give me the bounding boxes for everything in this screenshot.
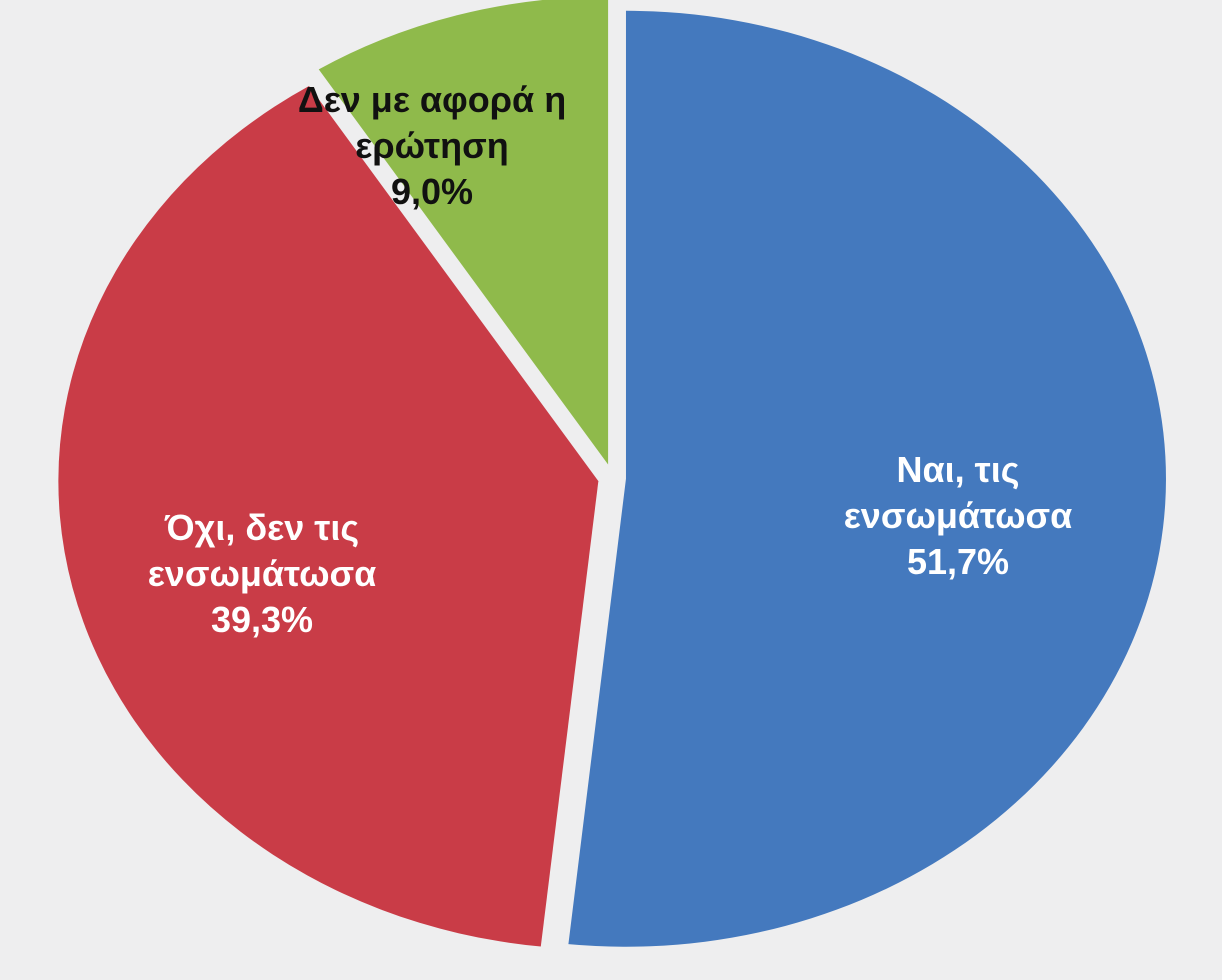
slice-value-label: 39,3%: [211, 599, 313, 640]
slice-category-label: ενσωμάτωσα: [148, 553, 377, 594]
slice-category-label: Δεν με αφορά η: [298, 79, 566, 120]
pie-slice-0: [568, 10, 1166, 947]
pie-slice-1: [58, 86, 599, 947]
slice-value-label: 51,7%: [907, 541, 1009, 582]
slice-category-label: Όχι, δεν τις: [164, 507, 359, 548]
slice-label-1: Όχι, δεν τις ενσωμάτωσα 39,3%: [148, 507, 377, 640]
slice-value-label: 9,0%: [391, 171, 473, 212]
slice-label-2: Δεν με αφορά η ερώτηση 9,0%: [298, 79, 566, 212]
slice-category-label: ενσωμάτωσα: [844, 495, 1073, 536]
pie-slice-2: [318, 0, 609, 465]
slice-label-0: Ναι, τις ενσωμάτωσα 51,7%: [844, 449, 1073, 582]
slice-category-label: Ναι, τις: [897, 449, 1020, 490]
slice-category-label: ερώτηση: [355, 125, 508, 166]
